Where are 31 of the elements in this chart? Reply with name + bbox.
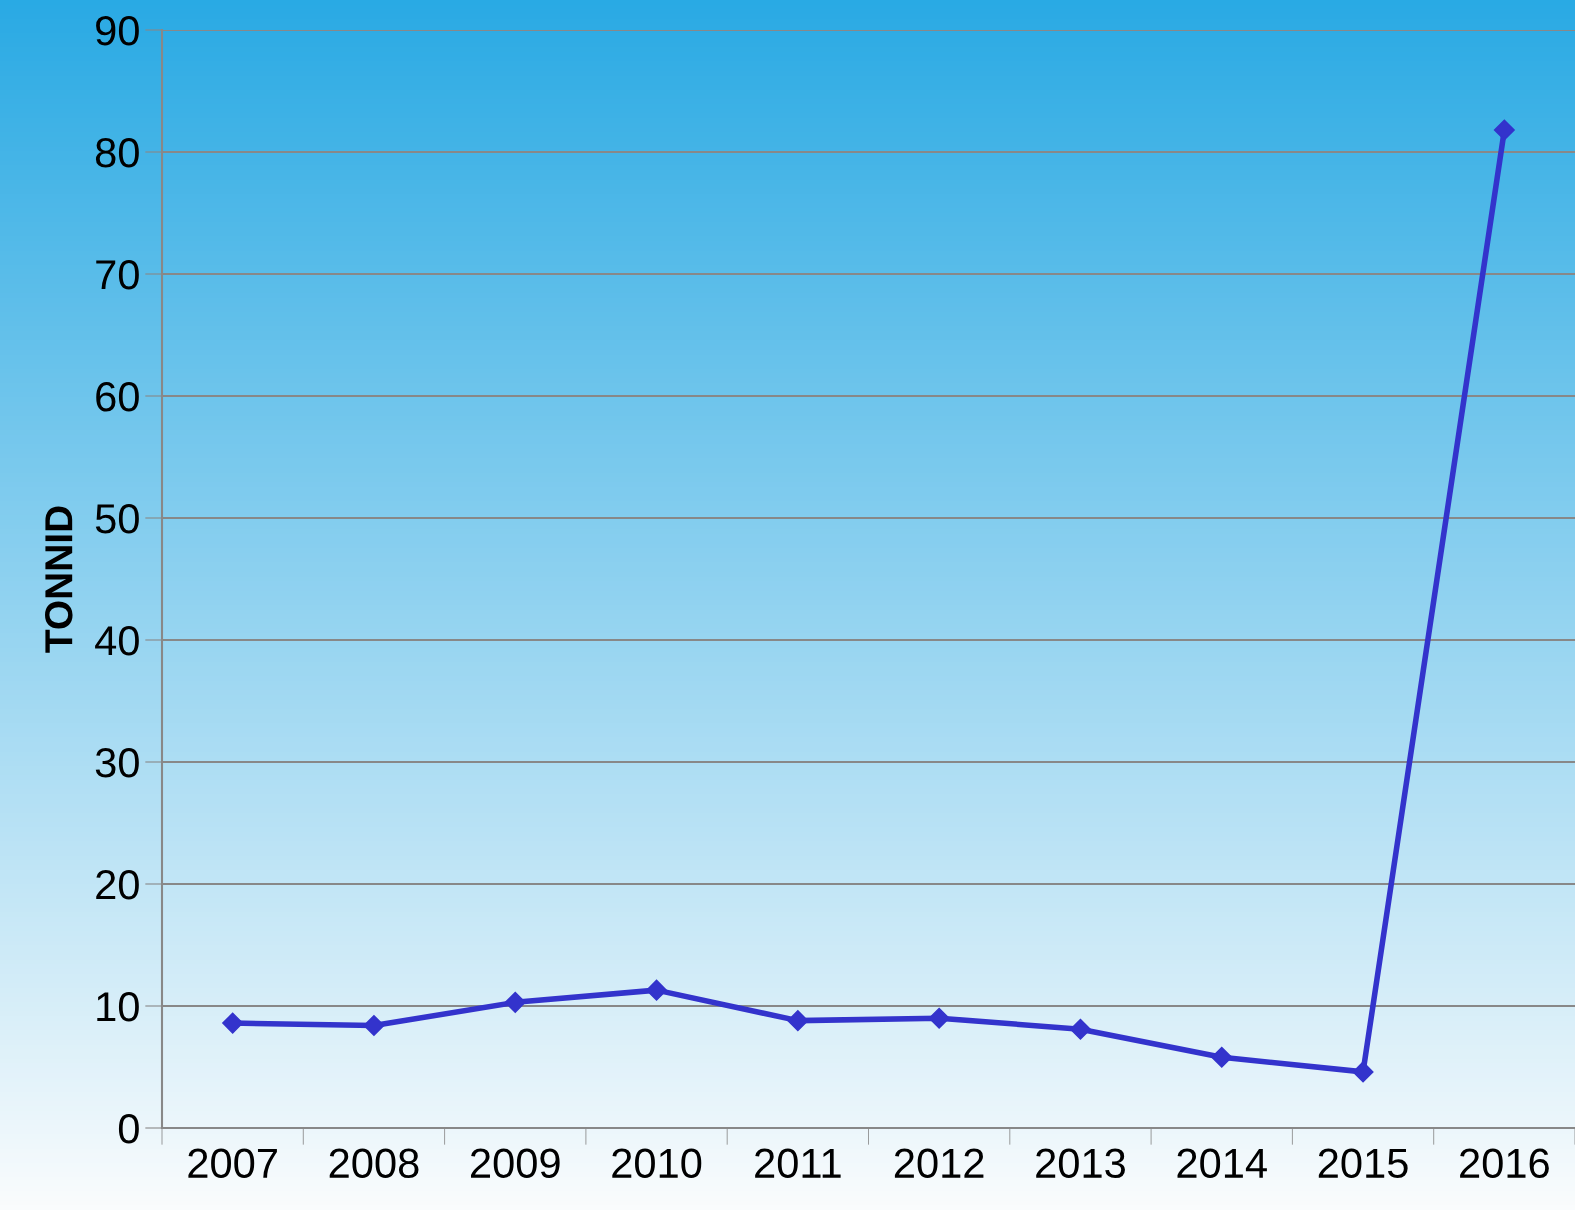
y-tick-label: 0 xyxy=(118,1114,139,1144)
x-tick-label: 2012 xyxy=(894,1148,984,1179)
x-tick-label: 2009 xyxy=(471,1148,560,1179)
point xyxy=(363,1015,385,1037)
point xyxy=(1352,1061,1374,1083)
y-axis-title: TONNID xyxy=(45,506,73,653)
y-tick-label: 10 xyxy=(97,992,139,1022)
y-tick-label: 80 xyxy=(95,138,139,168)
y-tick-label: 20 xyxy=(96,870,139,900)
x-tick-label: 2010 xyxy=(612,1148,702,1179)
y-tick-label: 70 xyxy=(96,260,139,290)
point xyxy=(1493,119,1515,141)
y-tick-label: 30 xyxy=(95,748,139,778)
point xyxy=(1069,1018,1091,1040)
x-tick-label: 2013 xyxy=(1036,1148,1125,1179)
point xyxy=(928,1007,950,1029)
y-tick-label: 50 xyxy=(95,504,139,534)
x-tick-label: 2007 xyxy=(188,1148,277,1179)
x-tick-label: 2008 xyxy=(329,1148,419,1179)
point xyxy=(1211,1046,1233,1068)
x-tick-label: 2011 xyxy=(755,1148,841,1179)
x-tick-label: 2016 xyxy=(1460,1148,1549,1179)
point xyxy=(646,979,668,1001)
point xyxy=(504,991,526,1013)
point xyxy=(787,1010,809,1032)
y-tick-label: 90 xyxy=(96,16,139,46)
y-tick-label: 60 xyxy=(96,382,139,412)
point xyxy=(222,1012,244,1034)
x-tick-label: 2014 xyxy=(1177,1148,1267,1179)
y-tick-label: 40 xyxy=(95,626,139,656)
x-tick-label: 2015 xyxy=(1318,1148,1408,1179)
